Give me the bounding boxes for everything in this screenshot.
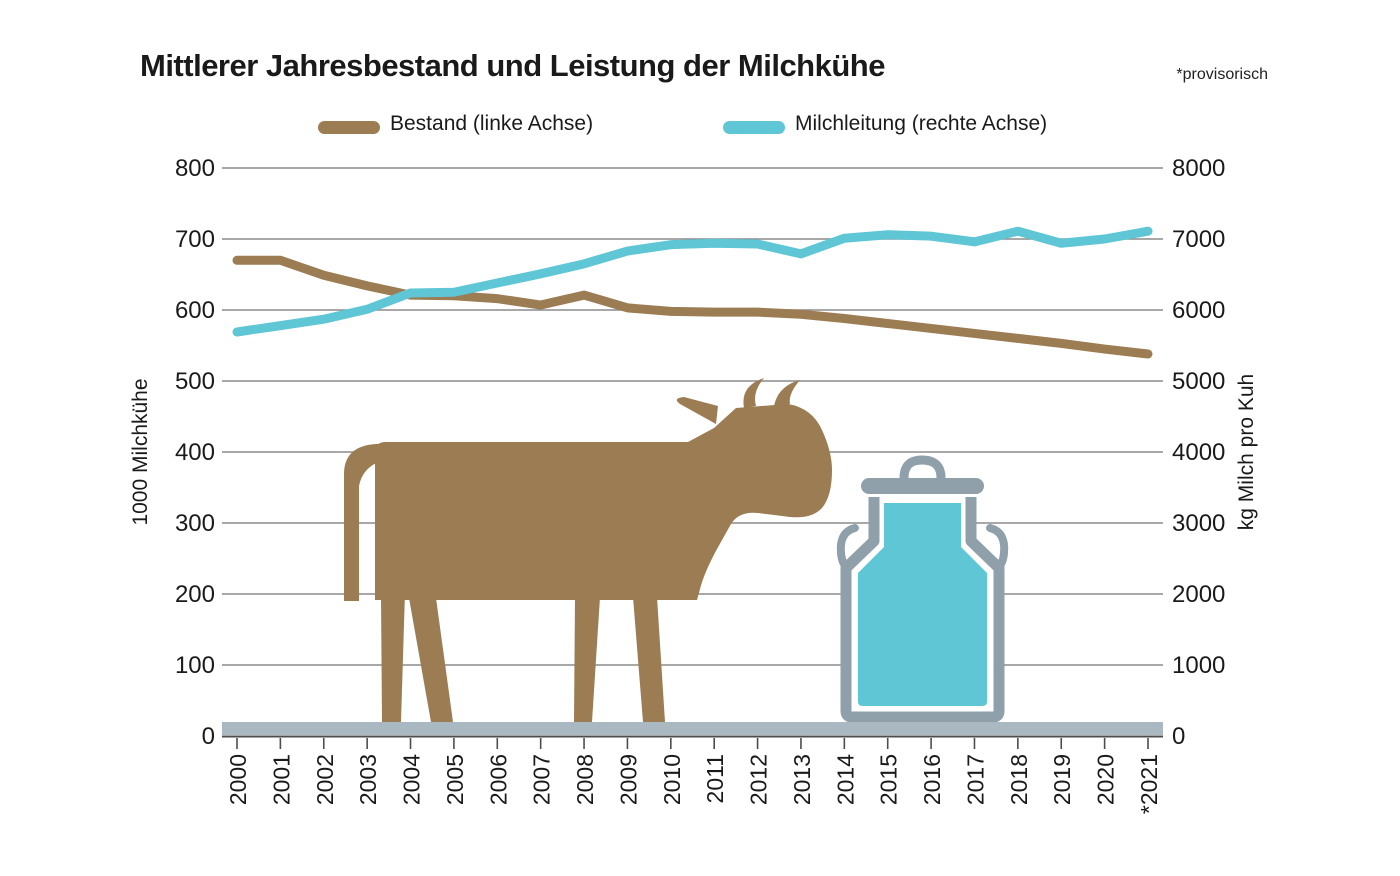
- cow-illustration: [344, 378, 832, 722]
- right-axis-tick-labels: 0 1000 2000 3000 4000 5000 6000 7000 8000: [1172, 155, 1225, 750]
- legend-label-milchleistung: Milchleitung (rechte Achse): [795, 112, 1048, 135]
- x-axis-year-label: 2011: [702, 754, 728, 803]
- x-axis-year-label: 2005: [442, 754, 468, 805]
- x-axis-year-label: *2021: [1136, 754, 1162, 814]
- milk-can-lid-handle: [899, 455, 946, 483]
- milk-can-milk-fill: [858, 503, 987, 706]
- x-axis-year-label: 2002: [312, 754, 338, 805]
- right-axis-tick-label: 8000: [1172, 155, 1225, 182]
- provisional-note: *provisorisch: [1176, 66, 1268, 83]
- left-axis-tick-label: 800: [175, 155, 215, 182]
- left-axis-tick-label: 300: [175, 510, 215, 537]
- right-axis-tick-label: 5000: [1172, 368, 1225, 395]
- right-axis-tick-label: 4000: [1172, 439, 1225, 466]
- x-axis-year-label: 2016: [919, 754, 945, 805]
- cow-ear: [676, 397, 718, 424]
- right-axis-title: kg Milch pro Kuh: [1235, 374, 1258, 530]
- right-axis-tick-label: 0: [1172, 723, 1185, 750]
- left-axis-tick-label: 100: [175, 652, 215, 679]
- right-axis-tick-label: 6000: [1172, 297, 1225, 324]
- legend-label-bestand: Bestand (linke Achse): [390, 112, 594, 135]
- milk-can-illustration: [836, 455, 1009, 723]
- cow-leg: [633, 597, 665, 722]
- cow-leg: [381, 592, 405, 722]
- right-axis-tick-label: 7000: [1172, 226, 1225, 253]
- x-axis-year-label: 2018: [1006, 754, 1032, 805]
- milk-can-lid: [861, 478, 984, 494]
- x-axis-year-label: 2000: [225, 754, 251, 805]
- x-axis-year-label: 2020: [1093, 754, 1119, 805]
- x-axis-year-label: 2013: [789, 754, 815, 805]
- x-axis-year-label: 2001: [268, 754, 294, 805]
- x-axis-year-label: 2008: [572, 754, 598, 805]
- cow-leg: [409, 598, 453, 722]
- x-axis-year-label: 2007: [529, 754, 555, 805]
- x-axis-year-label: 2014: [832, 754, 858, 805]
- left-axis-tick-labels: 0 100 200 300 400 500 600 700 800: [175, 155, 215, 750]
- x-axis-year-label: 2012: [746, 754, 772, 805]
- chart-title: Mittlerer Jahresbestand und Leistung der…: [140, 48, 885, 83]
- cow-horn: [743, 378, 764, 408]
- x-axis-ticks: [236, 738, 1149, 749]
- x-axis-year-label: 2017: [962, 754, 988, 805]
- x-axis-year-label: 2004: [399, 754, 425, 805]
- data-series: [232, 226, 1153, 359]
- x-axis-year-label: 2009: [615, 754, 641, 805]
- left-axis-tick-label: 500: [175, 368, 215, 395]
- bestand-line: [232, 255, 1153, 359]
- right-axis-tick-label: 3000: [1172, 510, 1225, 537]
- ground-bar: [222, 722, 1163, 735]
- left-axis-tick-label: 200: [175, 581, 215, 608]
- left-axis-tick-label: 600: [175, 297, 215, 324]
- left-axis-title: 1000 Milchkühe: [129, 378, 152, 525]
- cow-leg: [574, 597, 600, 722]
- x-axis-year-label: 2019: [1049, 754, 1075, 805]
- right-axis-tick-label: 2000: [1172, 581, 1225, 608]
- x-axis-year-label: 2006: [485, 754, 511, 805]
- left-axis-tick-label: 400: [175, 439, 215, 466]
- x-axis-year-labels: 2000 2001 2002 2003 2004 2005 2006 2007 2008 2009…: [225, 754, 1162, 814]
- legend-swatch-bestand: [318, 121, 380, 134]
- x-axis-year-label: 2015: [876, 754, 902, 805]
- milchleistung-line: [232, 226, 1153, 337]
- cow-horn: [774, 380, 800, 406]
- x-axis-year-label: 2010: [659, 754, 685, 805]
- left-axis-tick-label: 0: [202, 723, 215, 750]
- legend-swatch-milchleistung: [723, 121, 785, 134]
- x-axis-year-label: 2003: [355, 754, 381, 805]
- cow-body: [375, 404, 832, 600]
- right-axis-tick-label: 1000: [1172, 652, 1225, 679]
- cow-tail: [344, 444, 398, 601]
- left-axis-tick-label: 700: [175, 226, 215, 253]
